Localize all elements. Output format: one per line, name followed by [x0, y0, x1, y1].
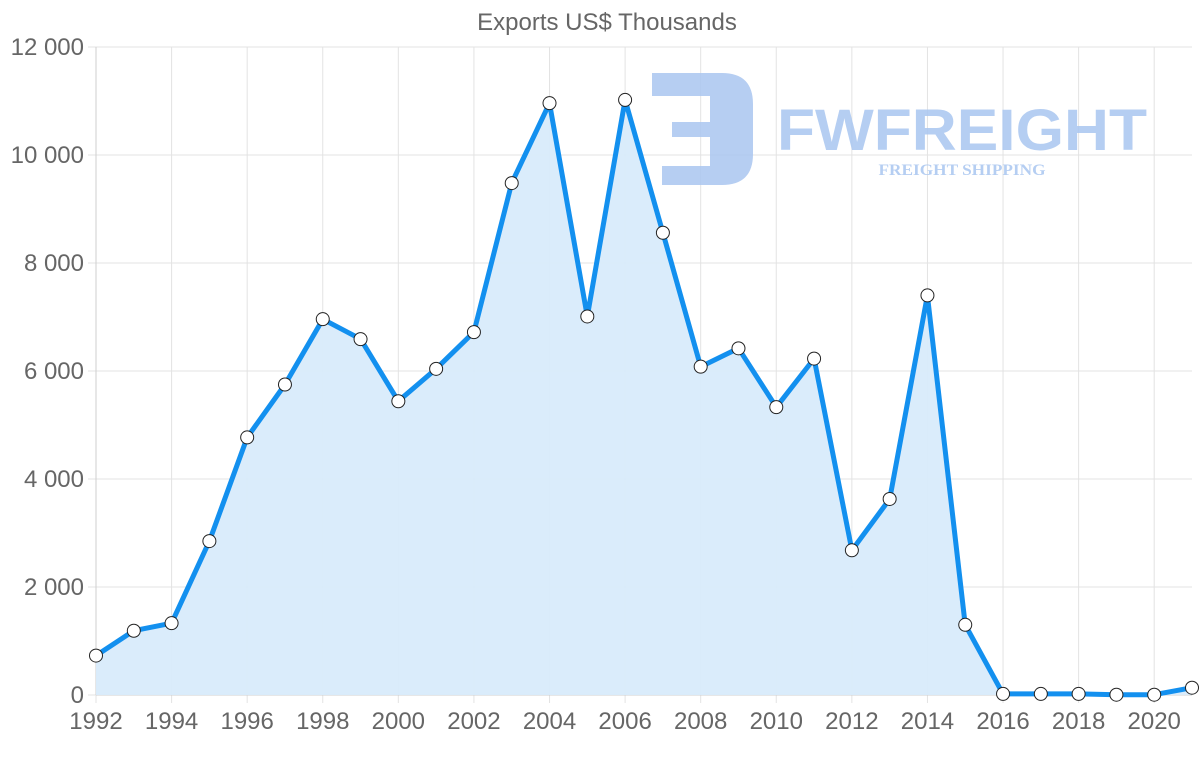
x-tick-label: 2010 — [750, 708, 803, 735]
data-point[interactable] — [844, 543, 859, 558]
data-point-markers — [89, 92, 1199, 702]
data-point[interactable] — [1185, 680, 1199, 695]
watermark-brand: FWFREIGHT — [777, 98, 1147, 163]
data-point[interactable] — [89, 648, 103, 663]
data-point[interactable] — [542, 96, 557, 111]
chart-title: Exports US$ Thousands — [477, 9, 737, 36]
x-tick-label: 1996 — [220, 708, 273, 735]
data-point[interactable] — [731, 341, 746, 356]
data-point[interactable] — [164, 616, 179, 631]
data-point[interactable] — [315, 312, 330, 327]
x-tick-label: 1994 — [145, 708, 198, 735]
area-fill — [96, 99, 1192, 695]
data-point[interactable] — [655, 225, 670, 240]
data-point[interactable] — [807, 351, 822, 366]
data-point[interactable] — [202, 534, 217, 549]
data-point[interactable] — [882, 491, 897, 506]
data-point[interactable] — [618, 92, 633, 107]
data-point[interactable] — [920, 288, 935, 303]
y-tick-label: 8 000 — [24, 250, 84, 277]
x-tick-label: 2004 — [523, 708, 576, 735]
x-axis: 1992 1994 1996 1998 2000 2002 2004 2006 2008 2010… — [69, 708, 1181, 735]
data-point[interactable] — [769, 400, 784, 415]
x-tick-label: 1998 — [296, 708, 349, 735]
x-tick-label: 2008 — [674, 708, 727, 735]
data-point[interactable] — [466, 325, 481, 340]
data-point[interactable] — [504, 176, 519, 191]
data-point[interactable] — [391, 394, 406, 409]
data-point[interactable] — [353, 332, 368, 347]
data-point[interactable] — [693, 359, 708, 374]
y-tick-label: 2 000 — [24, 574, 84, 601]
data-point[interactable] — [429, 361, 444, 376]
x-tick-label: 2012 — [825, 708, 878, 735]
data-point[interactable] — [126, 623, 141, 638]
x-tick-label: 2006 — [598, 708, 651, 735]
data-point[interactable] — [1147, 687, 1162, 702]
x-tick-label: 2014 — [901, 708, 954, 735]
watermark-logo: FWFREIGHT FREIGHT SHIPPING — [652, 73, 1147, 185]
y-axis: 0 2 000 4 000 6 000 8 000 10 000 12 000 — [11, 34, 84, 709]
x-tick-label: 2020 — [1128, 708, 1181, 735]
x-tick-label: 2002 — [447, 708, 500, 735]
x-tick-label: 2000 — [372, 708, 425, 735]
data-point[interactable] — [958, 617, 973, 632]
data-point[interactable] — [240, 430, 255, 445]
x-tick-label: 2016 — [976, 708, 1029, 735]
data-point[interactable] — [277, 377, 292, 392]
x-tick-label: 1992 — [69, 708, 122, 735]
y-tick-label: 10 000 — [11, 142, 84, 169]
x-tick-label: 2018 — [1052, 708, 1105, 735]
watermark-tagline: FREIGHT SHIPPING — [879, 162, 1047, 179]
y-tick-label: 0 — [71, 682, 84, 709]
data-point[interactable] — [1109, 687, 1124, 702]
data-point[interactable] — [580, 309, 595, 324]
data-point[interactable] — [1033, 686, 1048, 701]
data-point[interactable] — [996, 686, 1011, 701]
y-tick-label: 4 000 — [24, 466, 84, 493]
y-tick-label: 12 000 — [11, 34, 84, 61]
fwfreight-logo-icon — [652, 73, 753, 185]
y-tick-label: 6 000 — [24, 358, 84, 385]
data-point[interactable] — [1071, 686, 1086, 701]
